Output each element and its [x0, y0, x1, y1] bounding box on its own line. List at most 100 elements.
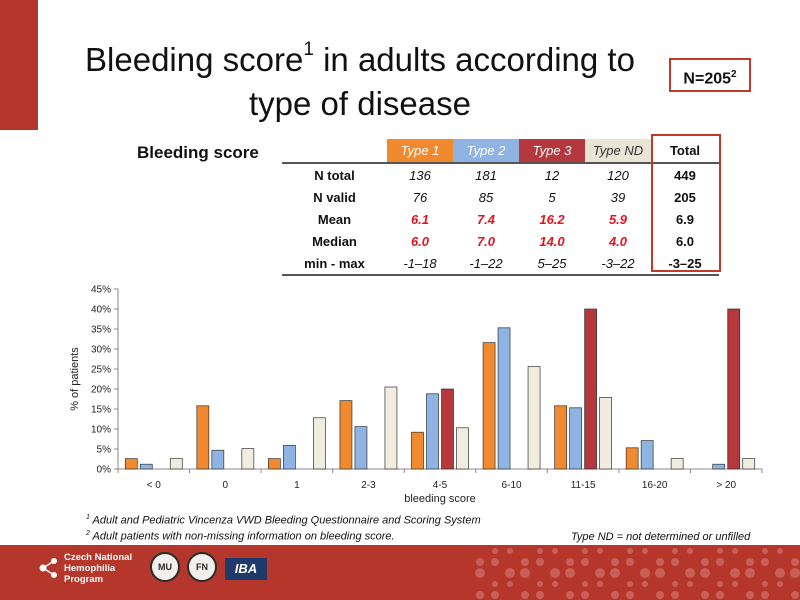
decorative-dot	[610, 568, 620, 578]
decorative-dot	[492, 581, 498, 587]
col-type2-header: Type 2	[453, 139, 519, 163]
y-tick-label: 25%	[91, 365, 111, 376]
decorative-dot	[627, 581, 633, 587]
decorative-dot	[640, 568, 650, 578]
x-tick-label: 0	[223, 480, 229, 491]
bar-type-2	[640, 440, 654, 470]
decorative-dot	[537, 548, 543, 554]
bar-type-1	[554, 405, 567, 470]
y-tick-label: 40%	[91, 305, 111, 316]
decorative-dot	[730, 568, 740, 578]
decorative-dot	[642, 581, 648, 587]
table-cell: -3–22	[585, 252, 651, 276]
bar-type-nd	[527, 366, 541, 470]
table-cell: 5	[548, 189, 556, 205]
decorative-dot	[507, 581, 513, 587]
table-header-row: Type 1 Type 2 Type 3 Type ND Total	[282, 139, 719, 163]
bar-type-1	[196, 405, 210, 470]
decorative-dot	[536, 558, 544, 566]
bar-type-1	[411, 431, 424, 470]
slide-title: Bleeding score1 in adults according to t…	[85, 39, 635, 122]
decorative-dot	[476, 558, 484, 566]
bar-type-nd	[599, 397, 612, 470]
x-axis-label: bleeding score	[404, 493, 476, 505]
decorative-dot	[762, 548, 768, 554]
decorative-dot	[597, 581, 603, 587]
decorative-dot	[642, 548, 648, 554]
y-axis-label: % of patients	[69, 347, 81, 411]
bar-type-2	[712, 463, 726, 470]
sample-size-badge: N=2052	[669, 58, 751, 92]
table-row: N total 136 181 12 120 449	[282, 162, 719, 186]
bar-type-nd	[456, 427, 469, 470]
table-row: Mean 6.1 7.4 16.2 5.9 6.9	[282, 208, 719, 230]
bar-type-nd	[169, 458, 183, 470]
decorative-dot	[507, 548, 513, 554]
x-tick-label: 11-15	[571, 480, 596, 491]
decorative-dot	[701, 591, 709, 599]
decorative-dot	[777, 581, 783, 587]
decorative-dot	[582, 548, 588, 554]
x-tick-label: 16-20	[642, 480, 668, 491]
footnote-2: 2 Adult patients with non-missing inform…	[86, 530, 395, 543]
table-cell: 205	[674, 189, 696, 205]
table-cell: 181	[453, 162, 519, 186]
bar-type-3	[584, 308, 597, 470]
table-cell: 5–25	[519, 252, 585, 276]
decorative-dot	[732, 548, 738, 554]
y-tick-label: 30%	[91, 345, 111, 356]
decorative-dot	[597, 548, 603, 554]
decorative-dot	[611, 558, 619, 566]
decorative-dot	[492, 548, 498, 554]
decorative-dot	[716, 591, 724, 599]
y-tick-label: 0%	[97, 465, 112, 476]
decorative-dot	[656, 558, 664, 566]
decorative-dot	[777, 548, 783, 554]
table-cell: 6.0	[410, 233, 430, 249]
decorative-dot	[656, 591, 664, 599]
decorative-dot	[505, 568, 515, 578]
type-nd-note: Type ND = not determined or unfilled	[571, 531, 751, 543]
decorative-dot	[655, 568, 665, 578]
decorative-dot	[791, 591, 799, 599]
decorative-dot	[700, 568, 710, 578]
table-row-header: Bleeding score	[137, 143, 259, 162]
bar-type-1	[339, 400, 353, 470]
y-tick-label: 15%	[91, 405, 111, 416]
decorative-dot	[566, 591, 574, 599]
bleeding-score-bar-chart: 0% 5% 10% 15% 20% 25% 30% 35% 40% 45% < 0 0 1 2-3 4-5 6…	[69, 285, 763, 505]
y-tick-label: 35%	[91, 325, 111, 336]
table-cell: 39	[610, 189, 626, 205]
col-type3-header: Type 3	[519, 139, 585, 163]
decorative-dot	[717, 581, 723, 587]
y-tick-label: 5%	[97, 445, 112, 456]
table-cell: 14.0	[539, 233, 565, 249]
bar-type-2	[569, 407, 582, 470]
bar-type-1	[124, 458, 138, 470]
decorative-dot	[626, 558, 634, 566]
table-row: Median 6.0 7.0 14.0 4.0 6.0	[282, 230, 719, 252]
bar-type-2	[497, 327, 511, 470]
decorative-dot	[565, 568, 575, 578]
table-cell: 12	[519, 162, 585, 186]
footnote-1: 1 Adult and Pediatric Vincenza VWD Bleed…	[86, 514, 481, 527]
decorative-dot	[520, 568, 530, 578]
decorative-dot	[475, 568, 485, 578]
col-total-header: Total	[669, 143, 701, 158]
x-tick-label: 1	[294, 480, 300, 491]
decorative-dot	[687, 548, 693, 554]
decorative-dot	[550, 568, 560, 578]
table-cell: 120	[585, 162, 651, 186]
stats-table: Type 1 Type 2 Type 3 Type ND Total N tot…	[282, 139, 719, 276]
decorative-dot	[775, 568, 785, 578]
total-column-highlight	[651, 134, 721, 272]
table-cell: 76	[412, 189, 428, 205]
y-tick-label: 45%	[91, 285, 111, 296]
footer-bar	[0, 545, 800, 600]
header-accent-bar	[0, 0, 38, 130]
decorative-dot	[537, 581, 543, 587]
row-label: Mean	[317, 211, 352, 227]
decorative-dot	[627, 548, 633, 554]
bar-type-nd	[384, 386, 398, 470]
bar-type-3	[727, 308, 741, 470]
